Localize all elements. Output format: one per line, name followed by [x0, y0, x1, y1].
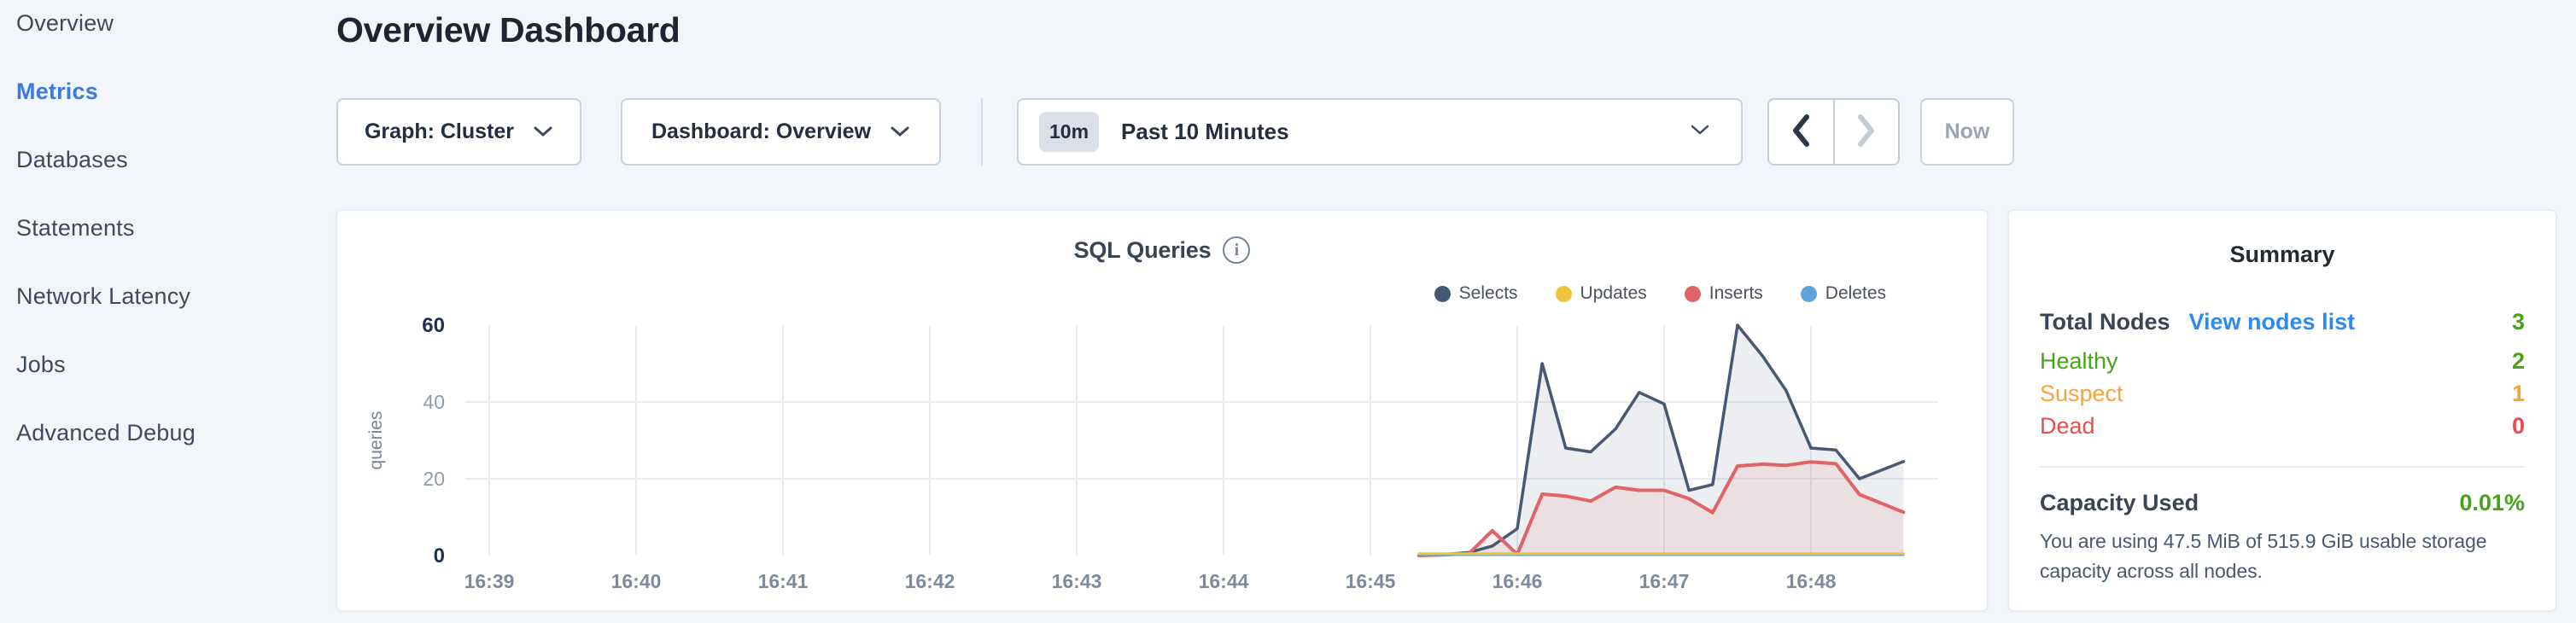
summary-row-dead: Dead 0: [2040, 410, 2525, 442]
chevron-down-icon: [1690, 124, 1710, 141]
total-nodes-row: Total Nodes View nodes list 3: [2040, 306, 2525, 338]
time-range-dropdown[interactable]: 10m Past 10 Minutes: [1017, 98, 1743, 166]
capacity-row: Capacity Used 0.01%: [2040, 490, 2525, 516]
capacity-label: Capacity Used: [2040, 490, 2199, 515]
status-label: Healthy: [2040, 347, 2118, 374]
dashboard-dropdown-label: Dashboard: Overview: [651, 119, 872, 143]
svg-text:20: 20: [423, 468, 445, 490]
svg-text:16:43: 16:43: [1052, 570, 1102, 592]
view-nodes-link[interactable]: View nodes list: [2188, 308, 2356, 335]
legend-item-deletes[interactable]: Deletes: [1800, 282, 1886, 305]
sidebar-item-metrics[interactable]: Metrics: [16, 78, 98, 104]
summary-title: Summary: [2229, 242, 2335, 267]
sidebar-item-jobs[interactable]: Jobs: [16, 351, 66, 377]
deletes-legend-dot-icon: [1800, 285, 1817, 302]
controls-row: Graph: Cluster Dashboard: Overview 10m P…: [336, 98, 2014, 166]
dashboard-dropdown[interactable]: Dashboard: Overview: [621, 98, 941, 166]
svg-text:16:42: 16:42: [905, 570, 955, 592]
svg-text:queries: queries: [366, 411, 386, 470]
summary-divider: [2040, 466, 2525, 468]
chevron-left-icon: [1790, 113, 1812, 151]
sidebar-item-overview[interactable]: Overview: [16, 9, 114, 36]
legend-item-selects[interactable]: Selects: [1434, 282, 1518, 305]
chevron-right-icon: [1855, 113, 1878, 151]
capacity-description: You are using 47.5 MiB of 515.9 GiB usab…: [2040, 530, 2487, 582]
graph-dropdown-label: Graph: Cluster: [364, 119, 515, 143]
capacity-value: 0.01%: [2459, 490, 2525, 515]
controls-divider: [981, 98, 983, 166]
sql-queries-chart: 0 20 40 60 16:39 16:40 16:41 16:42 16:43 16:44 16:…: [366, 314, 1938, 592]
svg-text:60: 60: [422, 314, 445, 337]
chart-legend: Selects Updates Inserts Deletes: [337, 282, 1987, 305]
svg-text:16:40: 16:40: [611, 570, 662, 592]
status-value: 2: [2511, 347, 2525, 374]
sidebar-nav: Overview Metrics Databases Statements Networ…: [16, 6, 333, 450]
svg-text:16:46: 16:46: [1492, 570, 1543, 592]
main-content: Overview Dashboard Graph: Cluster Dashbo…: [336, 0, 2576, 623]
time-range-badge: 10m: [1039, 112, 1100, 152]
sql-queries-chart-card: SQL Queries i Selects Updates Inserts Delet…: [336, 210, 1988, 611]
node-rows: Healthy 2 Suspect 1 Dead 0: [2040, 345, 2525, 442]
sidebar-item-advanced-debug[interactable]: Advanced Debug: [16, 419, 196, 445]
chart-title: SQL Queries: [1073, 236, 1212, 263]
svg-text:16:47: 16:47: [1639, 570, 1690, 592]
status-value: 0: [2511, 412, 2525, 439]
next-range-button[interactable]: [1834, 100, 1898, 164]
sidebar-item-statements[interactable]: Statements: [16, 214, 135, 241]
legend-label: Inserts: [1709, 283, 1763, 303]
status-label: Dead: [2040, 412, 2095, 439]
svg-text:16:39: 16:39: [464, 570, 515, 592]
svg-text:16:44: 16:44: [1199, 570, 1249, 592]
svg-text:40: 40: [423, 391, 445, 413]
chevron-down-icon: [533, 119, 553, 144]
sidebar-item-databases[interactable]: Databases: [16, 146, 128, 172]
legend-item-updates[interactable]: Updates: [1555, 282, 1647, 305]
time-range-label: Past 10 Minutes: [1121, 119, 1289, 144]
chevron-down-icon: [890, 119, 910, 144]
updates-legend-dot-icon: [1555, 285, 1572, 302]
status-label: Suspect: [2040, 380, 2123, 406]
time-nav-buttons: [1767, 98, 1900, 166]
page-title: Overview Dashboard: [336, 10, 681, 49]
svg-text:16:41: 16:41: [758, 570, 809, 592]
inserts-legend-dot-icon: [1684, 285, 1701, 302]
chart-header: SQL Queries i: [337, 236, 1987, 264]
info-icon[interactable]: i: [1223, 236, 1251, 264]
svg-text:16:48: 16:48: [1786, 570, 1837, 592]
status-value: 1: [2511, 380, 2525, 406]
legend-label: Deletes: [1825, 283, 1886, 303]
summary-row-suspect: Suspect 1: [2040, 377, 2525, 410]
selects-legend-dot-icon: [1434, 285, 1451, 302]
legend-label: Selects: [1458, 283, 1518, 303]
legend-item-inserts[interactable]: Inserts: [1684, 282, 1763, 305]
summary-panel: Summary Total Nodes View nodes list 3 He…: [2008, 210, 2556, 611]
total-nodes-value: 3: [2511, 308, 2525, 335]
svg-text:0: 0: [434, 544, 445, 568]
summary-row-healthy: Healthy 2: [2040, 345, 2525, 377]
legend-label: Updates: [1580, 283, 1647, 303]
svg-text:16:45: 16:45: [1346, 570, 1396, 592]
prev-range-button[interactable]: [1769, 100, 1835, 164]
total-nodes-label: Total Nodes: [2040, 308, 2170, 335]
now-button[interactable]: Now: [1920, 98, 2014, 166]
node-status-list: Total Nodes View nodes list 3 Healthy 2 Su…: [2040, 306, 2525, 442]
sidebar: Overview Metrics Databases Statements Networ…: [0, 0, 333, 623]
graph-dropdown[interactable]: Graph: Cluster: [336, 98, 581, 166]
sidebar-item-network-latency[interactable]: Network Latency: [16, 282, 191, 309]
